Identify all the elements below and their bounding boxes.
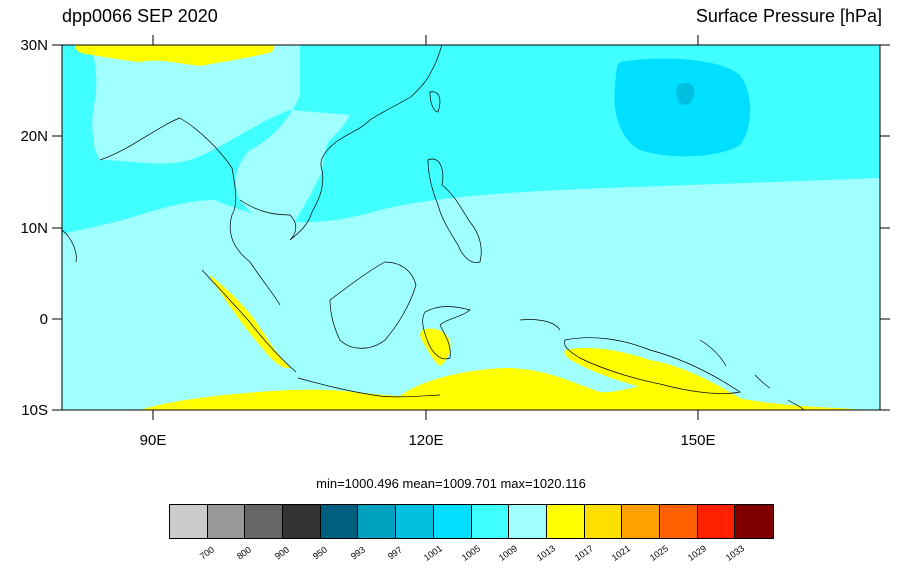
colorbar — [169, 504, 774, 539]
lon-label-90e: 90E — [139, 432, 167, 449]
colorbar-box — [735, 505, 773, 538]
sumatra-high — [210, 275, 290, 369]
colorbar-box — [283, 505, 321, 538]
statistics-text: min=1000.496 mean=1009.701 max=1020.116 — [316, 476, 586, 491]
pacific-low — [614, 58, 751, 157]
axis-ticks — [52, 35, 890, 420]
map-title: dpp0066 SEP 2020 — [62, 6, 218, 26]
variable-title: Surface Pressure [hPa] — [695, 6, 882, 26]
colorbar-box — [433, 505, 472, 538]
colorbar-box — [320, 505, 359, 538]
sulawesi-high — [420, 328, 451, 366]
himalaya-high — [75, 45, 275, 66]
lat-label-0: 0 — [39, 311, 48, 328]
colorbar-box — [358, 505, 397, 538]
colorbar-box — [659, 505, 698, 538]
lat-label-20n: 20N — [20, 128, 48, 145]
colorbar-box — [584, 505, 623, 538]
colorbar-box — [170, 505, 208, 538]
new-guinea-high — [564, 348, 740, 401]
lon-label-120e: 120E — [408, 432, 444, 449]
colorbar-box — [471, 505, 510, 538]
colorbar-box — [697, 505, 736, 538]
coastlines — [62, 45, 805, 410]
lon-label-150e: 150E — [680, 432, 716, 449]
colorbar-box — [207, 505, 246, 538]
lat-label-10s: 10S — [21, 402, 48, 419]
lat-label-10n: 10N — [20, 220, 48, 237]
southern-high — [140, 368, 860, 410]
pacific-low-core — [676, 82, 695, 105]
asia-land-pale — [90, 45, 350, 228]
colorbar-box — [622, 505, 660, 538]
colorbar-box — [396, 505, 434, 538]
colorbar-box — [245, 505, 284, 538]
lat-label-30n: 30N — [20, 37, 48, 54]
colorbar-box — [509, 505, 547, 538]
colorbar-box — [546, 505, 585, 538]
